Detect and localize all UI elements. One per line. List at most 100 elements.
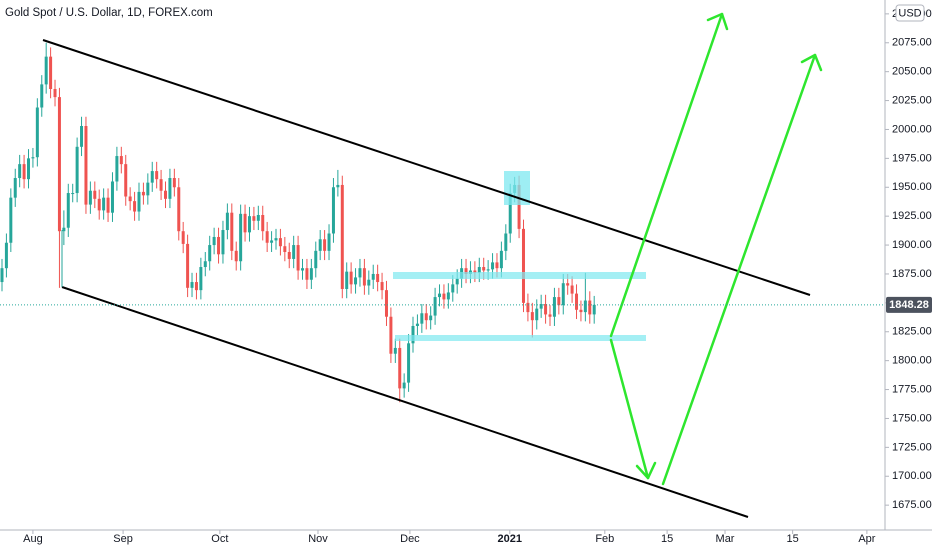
candle-body [557,297,561,306]
candle-body [433,297,437,316]
candle-body [35,107,39,158]
candle-body [358,268,362,278]
candle-body [265,231,269,243]
y-tick-label: 1925.00 [892,210,932,222]
candle-body [18,164,22,179]
candle-body [517,184,521,229]
candle-body [371,273,375,280]
x-tick-label: Feb [595,533,614,545]
candle-body [31,157,35,159]
candles [0,42,596,403]
x-tick-label: 2021 [498,533,522,545]
candle-body [486,269,490,271]
candle-body [548,314,552,317]
candle-body [102,197,106,211]
candle-body [13,178,17,198]
candle-body [172,178,176,188]
y-tick-label: 1950.00 [892,181,932,193]
candle-body [80,125,84,147]
candle-body [93,190,97,199]
candle-body [115,156,119,182]
candle-body [380,282,384,291]
candle-body [464,268,468,274]
candle-body [97,198,101,211]
candle-body [455,278,459,285]
highlight-box [504,171,530,205]
arrows [609,12,823,486]
y-tick-label: 1975.00 [892,152,932,164]
candle-body [384,290,388,317]
candle-body [177,187,181,232]
candle-body [22,164,26,180]
candle-body [119,156,123,165]
candle-body [570,285,574,294]
candle-body [110,181,114,213]
candle-body [446,292,450,300]
y-tick-label: 1775.00 [892,383,932,395]
candle-body [429,315,433,321]
candle-body [278,238,282,247]
candle-body [354,277,358,285]
candle-body [199,267,203,291]
candle-body [301,268,305,271]
candle-body [415,323,419,326]
candle-body [296,245,300,271]
x-tick-label: 15 [661,533,673,545]
last-price-box [886,296,932,313]
candle-body [305,268,309,280]
candle-body [168,178,172,199]
candle-body [314,250,318,269]
candle-body [212,236,216,246]
candle-body [420,313,424,324]
candle-body [473,270,477,273]
candle-body [588,300,592,315]
x-tick-label: Dec [400,533,420,545]
candle-body [252,216,256,221]
candle-body [44,56,48,85]
candle-body [270,240,274,243]
support-zone [395,335,646,341]
candle-body [194,282,198,291]
candle-body [362,268,366,286]
candle-body [128,196,132,202]
candle-body [579,309,583,313]
candle-body [331,187,335,234]
channel-upper [42,39,811,296]
candle-body [287,251,291,259]
candle-body [186,243,190,288]
candle-body [247,216,251,233]
y-tick-label: 1825.00 [892,326,932,338]
candle-body [190,282,194,288]
candle-body [239,213,243,262]
candle-body [323,239,327,251]
arrow-down [609,338,650,480]
candle-body [283,246,287,252]
channel-lower [61,286,749,518]
candle-body [137,191,141,212]
candle-body [146,182,150,196]
candle-body [424,313,428,321]
arrowhead-down [635,461,657,480]
y-tick-label: 2025.00 [892,94,932,106]
candle-body [234,250,238,262]
candle-body [40,84,44,108]
candle-body [62,227,66,232]
currency-label: USD [898,7,921,19]
currency-badge [895,4,925,22]
arrow-up-2 [661,53,817,486]
candle-body [393,347,397,354]
arrowhead-up-2 [800,53,823,72]
candle-body [345,271,349,289]
candle-body [53,89,57,98]
candle-body [124,164,128,197]
candle-body [566,283,570,286]
candle-body [155,171,159,180]
candle-body [477,267,481,273]
candle-body [0,268,4,283]
candle-body [535,308,539,321]
chart-title: Gold Spot / U.S. Dollar, 1D, FOREX.com [5,7,213,19]
candle-body [4,242,8,269]
candle-body [256,215,260,221]
candle-body [230,212,234,251]
